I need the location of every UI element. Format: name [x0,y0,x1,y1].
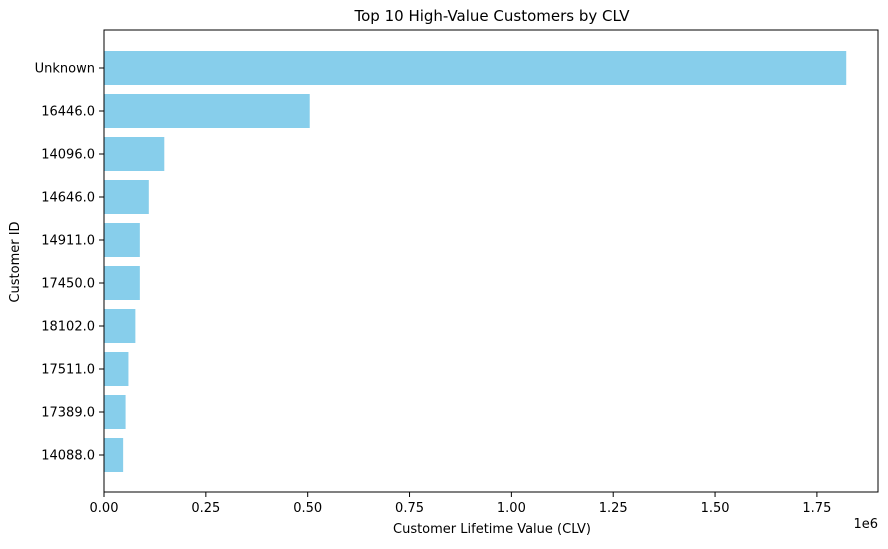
x-tick-label-1: 0.25 [191,501,220,516]
y-tick-label-0: Unknown [35,62,95,77]
y-tick-label-5: 17450.0 [41,277,95,292]
axes-layer: 0.00 0.25 0.50 0.75 1.00 1.25 1.50 1.75 Unknown 1… [35,29,879,516]
bar-2 [104,137,165,171]
y-axis-title: Customer ID [8,221,23,302]
chart-title: Top 10 High-Value Customers by CLV [354,7,631,25]
x-tick-label-5: 1.25 [599,501,628,516]
bar-5 [104,266,140,300]
x-tick-label-4: 1.00 [497,501,526,516]
x-axis-title: Customer Lifetime Value (CLV) [393,522,591,537]
bar-1 [104,94,310,128]
bar-0 [104,51,847,85]
y-tick-label-7: 17511.0 [41,363,95,378]
bars-layer [104,51,847,472]
y-tick-label-4: 14911.0 [41,234,95,249]
y-tick-label-3: 14646.0 [41,191,95,206]
y-tick-label-9: 14088.0 [41,449,95,464]
bar-4 [104,223,140,257]
x-tick-label-7: 1.75 [802,501,831,516]
x-axis-offset-label: 1e6 [853,517,878,532]
x-tick-label-3: 0.75 [395,501,424,516]
y-tick-label-2: 14096.0 [41,148,95,163]
bar-9 [104,438,124,472]
bar-8 [104,395,126,429]
bar-3 [104,180,149,214]
y-tick-label-8: 17389.0 [41,406,95,421]
y-tick-label-6: 18102.0 [41,320,95,335]
plot-frame [103,29,879,493]
x-tick-label-0: 0.00 [90,501,119,516]
bar-6 [104,309,136,343]
x-tick-label-2: 0.50 [293,501,322,516]
y-tick-label-1: 16446.0 [41,105,95,120]
x-tick-label-6: 1.50 [701,501,730,516]
bar-7 [104,352,129,386]
